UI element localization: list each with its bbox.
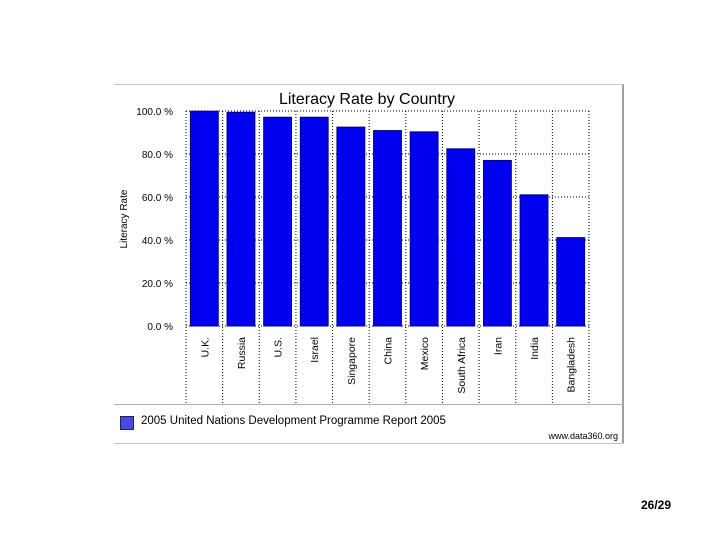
x-tick-labels: U.K. Russia U.S. Israel Singapore China Mexico… [199, 337, 577, 394]
bar [409, 131, 439, 327]
x-tick-label: Bangladesh [566, 337, 578, 393]
y-tick-label: 100.0 % [136, 107, 173, 118]
x-tick-label: Israel [309, 337, 321, 363]
bar [446, 148, 476, 327]
bar [556, 237, 586, 327]
x-tick-label: China [383, 337, 395, 365]
y-tick-label: 40.0 % [142, 236, 173, 247]
y-tick-label: 20.0 % [142, 279, 173, 290]
bar [226, 111, 256, 327]
page-number: 26/29 [641, 498, 672, 512]
bar [482, 159, 512, 327]
y-tick-label: 60.0 % [142, 193, 173, 204]
bar-chart: Literacy Rate by Country Literacy Rate 0… [119, 91, 590, 405]
bar [336, 126, 366, 327]
x-tick-label: Iran [492, 337, 504, 355]
y-tick-label: 80.0 % [142, 150, 173, 161]
source-credit: www.data360.org [548, 431, 618, 441]
y-axis-label: Literacy Rate [119, 189, 130, 248]
legend: 2005 United Nations Development Programm… [114, 404, 624, 444]
y-tick-label: 0.0 % [147, 322, 173, 333]
x-tick-label: Mexico [419, 337, 431, 370]
legend-swatch [120, 416, 134, 430]
bar [373, 130, 402, 327]
chart-title: Literacy Rate by Country [279, 91, 455, 108]
bar [299, 116, 329, 327]
bars [189, 110, 586, 327]
x-tick-label: U.K. [199, 337, 211, 357]
x-tick-label: Russia [236, 337, 248, 369]
x-tick-label: India [529, 337, 541, 360]
chart-frame: Literacy Rate by Country Literacy Rate 0… [114, 84, 624, 444]
y-tick-labels: 0.0 % 20.0 % 40.0 % 60.0 % 80.0 % 100.0 % [136, 107, 173, 333]
legend-label: 2005 United Nations Development Programm… [141, 415, 446, 427]
bar [189, 110, 219, 327]
bar [519, 194, 549, 327]
bar [263, 116, 293, 327]
x-tick-label: Singapore [346, 337, 358, 385]
x-tick-label: U.S. [273, 337, 285, 357]
x-tick-label: South Africa [456, 337, 468, 394]
